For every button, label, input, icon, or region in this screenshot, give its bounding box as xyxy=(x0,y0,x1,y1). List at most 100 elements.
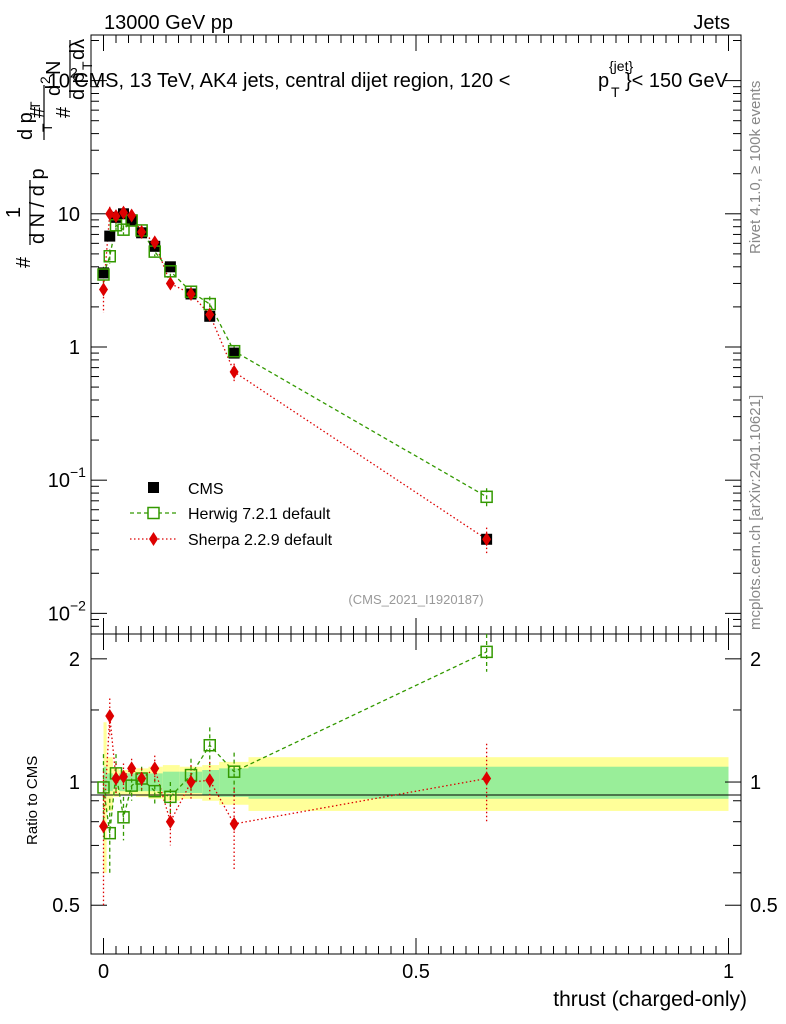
y-tick-exponent: −2 xyxy=(70,597,86,613)
herwig-ratio-point xyxy=(103,826,116,840)
ratio-tick-label: 1 xyxy=(69,772,80,794)
analysis-tag: (CMS_2021_I1920187) xyxy=(348,592,483,607)
herwig-point xyxy=(117,223,130,236)
ylabel-den1-sub: T xyxy=(39,123,55,132)
legend-marker-cms xyxy=(148,482,159,493)
sherpa-point xyxy=(229,364,239,379)
y-tick-label: 10 xyxy=(48,71,70,93)
sherpa-point xyxy=(119,205,128,220)
rivet-label: Rivet 4.1.0, ≥ 100k events xyxy=(747,81,764,254)
sherpa-point xyxy=(150,235,160,250)
herwig-ratio-point xyxy=(117,811,130,824)
chart-title: CMS, 13 TeV, AK4 jets, central dijet reg… xyxy=(74,58,729,100)
header-left: 13000 GeV pp xyxy=(104,12,233,34)
herwig-ratio-point xyxy=(227,765,241,778)
title-p: p xyxy=(598,70,609,92)
x-tick-label: 0.5 xyxy=(402,961,430,983)
herwig-ratio-point xyxy=(203,738,216,752)
sherpa-point xyxy=(482,532,492,547)
title-main: CMS, 13 TeV, AK4 jets, central dijet reg… xyxy=(74,70,510,92)
sherpa-point xyxy=(205,307,215,322)
sherpa-point xyxy=(111,209,121,224)
ylabel-hash3: # xyxy=(53,106,75,118)
sherpa-ratio-point xyxy=(127,761,137,776)
ylabel-one: 1 xyxy=(3,207,25,218)
herwig-point xyxy=(103,250,116,263)
sherpa-point xyxy=(165,276,175,291)
ratio-tick-label-right: 0.5 xyxy=(750,895,778,917)
sherpa-ratio-point xyxy=(99,819,108,834)
band-inner xyxy=(148,773,163,792)
ylabel-den3-sub: T xyxy=(79,61,95,70)
herwig-ratio-point xyxy=(164,790,177,804)
sherpa-ratio-point xyxy=(165,814,175,829)
legend-marker-herwig xyxy=(147,506,160,520)
herwig-point xyxy=(97,268,110,281)
ratio-tick-label: 2 xyxy=(69,649,80,671)
herwig-ratio-point xyxy=(125,779,138,792)
legend-label-herwig: Herwig 7.2.1 default xyxy=(188,506,331,523)
sherpa-ratio-point xyxy=(186,775,196,790)
herwig-point xyxy=(480,490,493,504)
mcplots-label: mcplots.cern.ch [arXiv:2401.10621] xyxy=(747,395,764,630)
ylabel-num3-end: N xyxy=(43,61,65,75)
herwig-ratio-point xyxy=(97,781,110,794)
title-end: }< 150 GeV xyxy=(625,70,729,92)
ylabel-num3-sup: 2 xyxy=(37,76,53,84)
sherpa-point xyxy=(105,206,115,221)
legend: CMS Herwig 7.2.1 default Sherpa 2.2.9 de… xyxy=(130,481,333,549)
cms-point xyxy=(98,267,109,279)
series-line xyxy=(102,219,487,498)
y-tick-label: 10 xyxy=(48,603,70,625)
ylabel-num2: d p xyxy=(15,112,37,140)
cms-point xyxy=(164,261,176,273)
sherpa-ratio-point xyxy=(205,773,215,788)
sherpa-ratio-point xyxy=(150,761,160,776)
sherpa-ratio-point xyxy=(111,771,121,786)
ratio-bands xyxy=(103,722,729,873)
legend-label-cms: CMS xyxy=(188,481,224,498)
y-tick-exponent: −1 xyxy=(70,464,86,480)
y-tick-label: 10 xyxy=(58,204,80,226)
legend-label-sherpa: Sherpa 2.2.9 default xyxy=(188,532,333,549)
ylabel-den3: d p xyxy=(67,72,89,100)
sherpa-ratio-point xyxy=(105,708,115,723)
ratio-line xyxy=(102,651,487,834)
ylabel-hash1: # xyxy=(13,256,35,268)
header-right: Jets xyxy=(693,12,730,34)
herwig-ratio-point xyxy=(480,645,493,659)
x-tick-label: 0 xyxy=(98,961,109,983)
sherpa-point xyxy=(137,225,147,240)
ratio-tick-label: 0.5 xyxy=(52,895,80,917)
series-line xyxy=(102,211,487,540)
ratio-tick-label-right: 2 xyxy=(750,649,761,671)
sherpa-ratio-point xyxy=(482,771,492,786)
y-axis-label: # 1 d N / d p T # d p T # d 2 N d p T dλ xyxy=(3,39,95,268)
ratio-ylabel: Ratio to CMS xyxy=(24,756,41,845)
y-tick-exponent: 2 xyxy=(70,65,78,81)
sherpa-point xyxy=(127,208,137,223)
ylabel-num2-sub: T xyxy=(27,101,43,110)
x-axis-label: thrust (charged-only) xyxy=(553,988,747,1011)
sherpa-point xyxy=(99,282,108,297)
sherpa-ratio-point xyxy=(119,769,128,784)
cms-point xyxy=(104,230,116,242)
band-inner xyxy=(103,766,107,799)
herwig-ratio-point xyxy=(148,784,161,798)
sherpa-point xyxy=(186,286,196,301)
ylabel-den1: d N / d p xyxy=(27,168,49,244)
herwig-point xyxy=(227,344,241,358)
ylabel-den3-end: dλ xyxy=(67,39,89,60)
y-tick-label: 1 xyxy=(69,337,80,359)
sherpa-ratio-point xyxy=(137,771,147,786)
band-inner xyxy=(248,766,729,799)
cms-point xyxy=(228,347,240,359)
ylabel-num3: d xyxy=(43,85,65,96)
legend-marker-sherpa xyxy=(149,532,158,546)
band-inner xyxy=(162,771,180,794)
y-tick-label: 10 xyxy=(48,470,70,492)
ratio-tick-label-right: 1 xyxy=(750,772,761,794)
title-sub: T xyxy=(611,84,620,100)
